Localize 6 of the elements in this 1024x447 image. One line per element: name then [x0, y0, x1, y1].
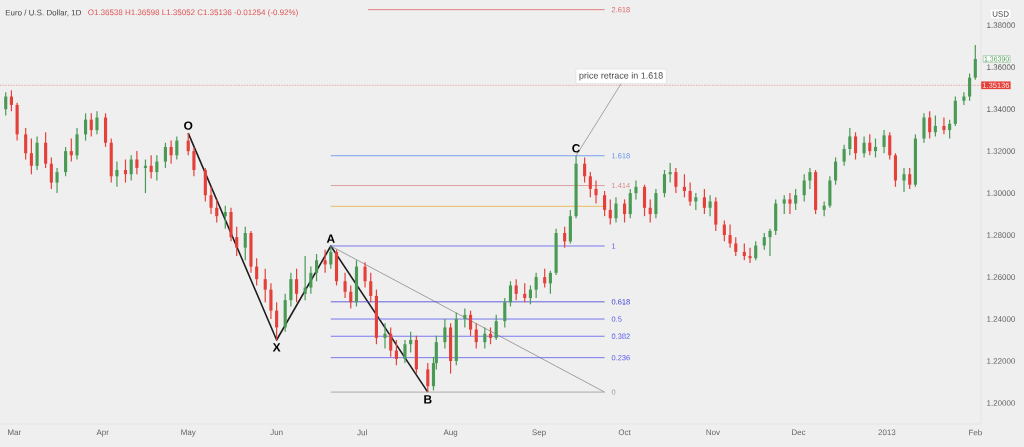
annotation: X — [272, 343, 281, 352]
annotation: price retrace in 1.618 — [579, 72, 663, 81]
annotation: A — [326, 234, 335, 243]
annotation: C — [572, 144, 581, 153]
annotation: O — [184, 121, 193, 130]
annotation: B — [424, 395, 432, 404]
